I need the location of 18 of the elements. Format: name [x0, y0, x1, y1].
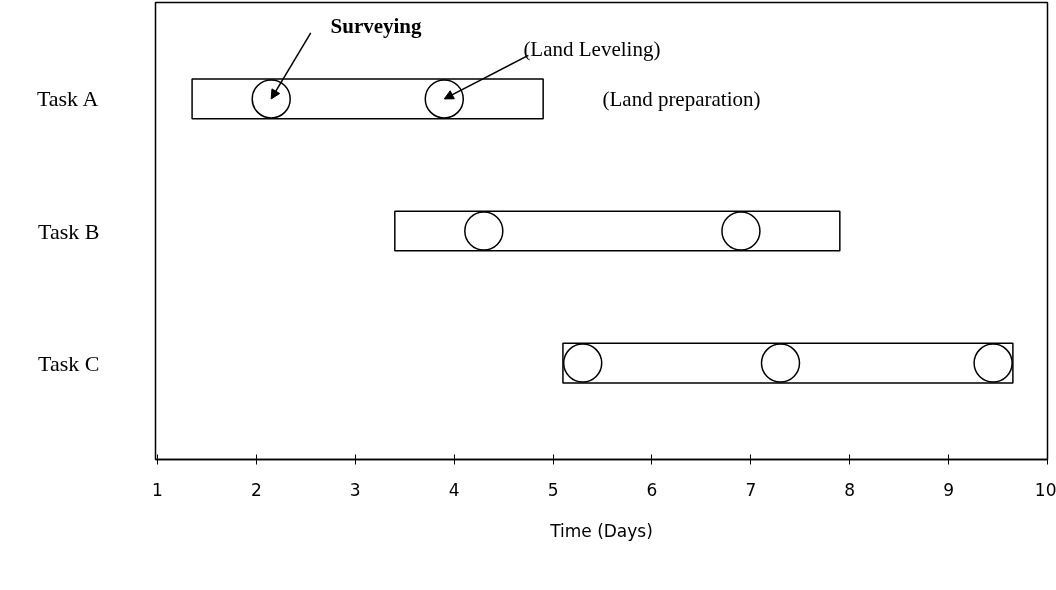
- x-tick-label: 7: [745, 479, 757, 500]
- x-tick-label: 6: [646, 479, 658, 500]
- x-axis-title: Time (Days): [549, 520, 653, 541]
- annotation: Surveying: [330, 14, 423, 39]
- annotation: (Land Leveling): [523, 36, 661, 61]
- y-tick-label: Task C: [38, 350, 100, 376]
- x-tick-label: 9: [943, 479, 955, 500]
- x-tick-label: 3: [349, 479, 361, 500]
- x-tick-label: 10: [1034, 479, 1056, 500]
- y-tick-label: Task B: [38, 218, 100, 244]
- annotation: (Land preparation): [602, 86, 761, 111]
- y-tick-label: Task A: [36, 86, 99, 112]
- x-tick-label: 1: [152, 479, 163, 500]
- x-tick-label: 4: [448, 479, 460, 500]
- x-tick-label: 8: [844, 479, 856, 500]
- x-tick-label: 5: [547, 479, 559, 500]
- bar: [394, 210, 841, 252]
- x-tick-label: 2: [250, 479, 262, 500]
